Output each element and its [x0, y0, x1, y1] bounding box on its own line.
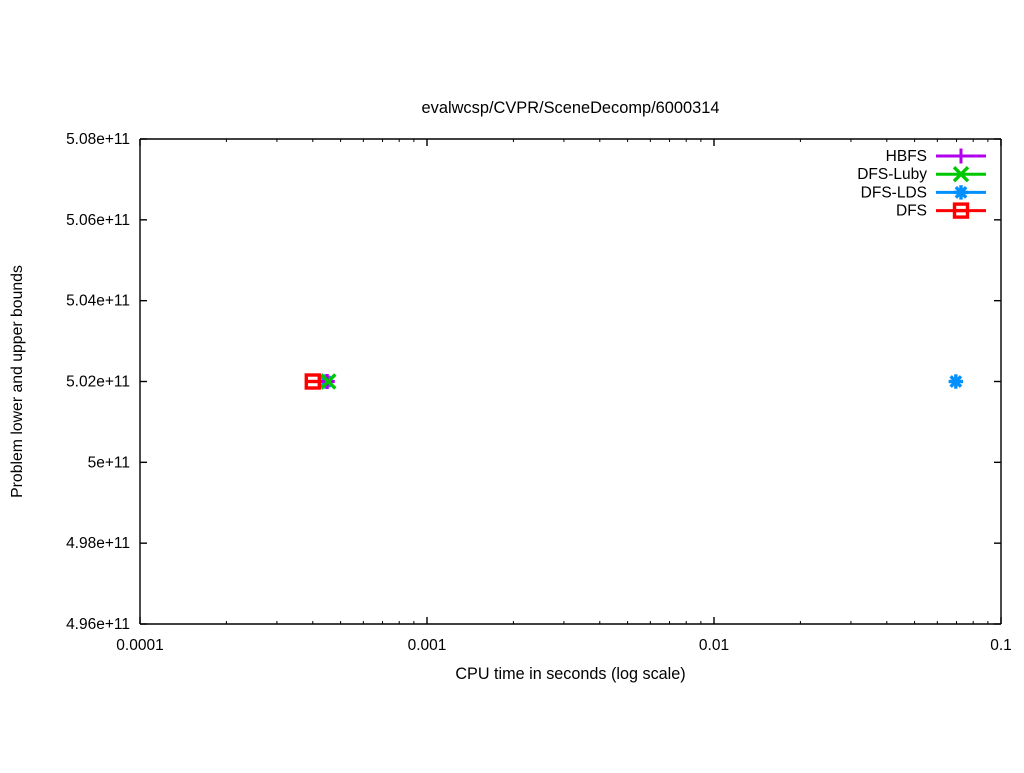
svg-text:0.1: 0.1 [990, 637, 1012, 654]
svg-text:5.02e+11: 5.02e+11 [66, 374, 130, 391]
svg-text:HBFS: HBFS [886, 148, 927, 165]
svg-text:5e+11: 5e+11 [88, 454, 130, 471]
svg-text:5.06e+11: 5.06e+11 [66, 212, 130, 229]
svg-text:DFS-LDS: DFS-LDS [861, 184, 927, 201]
svg-text:4.98e+11: 4.98e+11 [66, 535, 130, 552]
svg-text:0.0001: 0.0001 [116, 637, 163, 654]
svg-text:DFS: DFS [896, 203, 927, 220]
svg-text:5.08e+11: 5.08e+11 [66, 131, 130, 148]
svg-text:5.04e+11: 5.04e+11 [66, 293, 130, 310]
svg-text:DFS-Luby: DFS-Luby [857, 166, 927, 183]
svg-text:CPU time in seconds (log scale: CPU time in seconds (log scale) [455, 665, 685, 683]
svg-text:0.001: 0.001 [408, 637, 447, 654]
svg-text:4.96e+11: 4.96e+11 [66, 616, 130, 633]
svg-text:evalwcsp/CVPR/SceneDecomp/6000: evalwcsp/CVPR/SceneDecomp/6000314 [422, 99, 720, 117]
svg-text:0.01: 0.01 [699, 637, 729, 654]
svg-text:Problem lower and upper bounds: Problem lower and upper bounds [9, 265, 26, 498]
